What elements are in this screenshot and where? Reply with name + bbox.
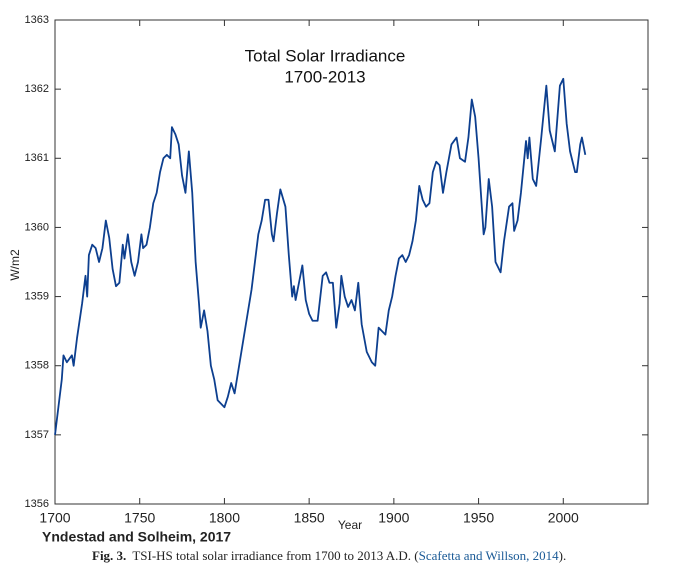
y-tick-label: 1356 [25, 498, 49, 510]
y-axis-label: W/m2 [8, 249, 22, 281]
x-tick-label: 1700 [39, 510, 70, 526]
caption-citation: Scafetta and Willson, 2014 [419, 548, 560, 563]
caption-end: ). [559, 548, 567, 563]
caption-label: Fig. 3. [92, 548, 126, 563]
chart-subtitle: 1700-2013 [284, 67, 365, 86]
y-tick-label: 1362 [25, 83, 49, 95]
y-tick-label: 1361 [25, 152, 49, 164]
y-tick-label: 1357 [25, 429, 49, 441]
x-tick-label: 1800 [209, 510, 240, 526]
x-axis-label: Year [338, 518, 362, 532]
chart-title: Total Solar Irradiance [245, 46, 406, 65]
caption-text: TSI-HS total solar irradiance from 1700 … [132, 548, 418, 563]
x-tick-label: 1850 [294, 510, 325, 526]
y-tick-label: 1360 [25, 221, 49, 233]
caption: Fig. 3. TSI-HS total solar irradiance fro… [92, 548, 566, 563]
x-tick-label: 1750 [124, 510, 155, 526]
y-tick-label: 1359 [25, 290, 49, 302]
x-tick-label: 1950 [463, 510, 494, 526]
annotation: Yndestad and Solheim, 2017 [42, 529, 231, 545]
plot-frame [54, 19, 649, 505]
line-series [54, 77, 587, 435]
x-tick-label: 1900 [378, 510, 409, 526]
y-tick-label: 1363 [25, 14, 49, 26]
y-tick-label: 1358 [25, 360, 49, 372]
x-tick-label: 2000 [548, 510, 579, 526]
